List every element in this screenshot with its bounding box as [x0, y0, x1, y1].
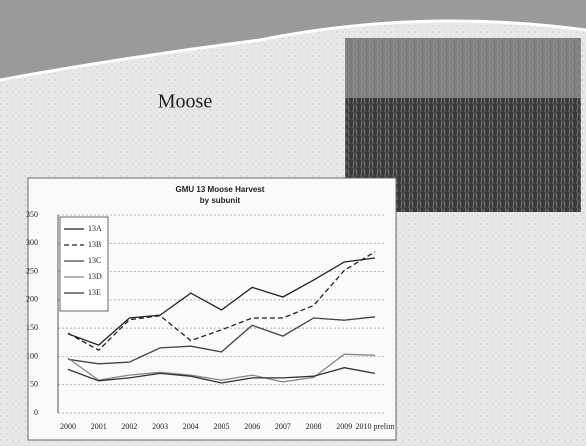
- y-tick-label: 300: [26, 238, 38, 247]
- y-tick-label: 50: [30, 380, 38, 389]
- legend-label: 13B: [88, 240, 101, 249]
- chart-title: GMU 13 Moose Harvest: [176, 185, 265, 194]
- x-tick-label: 2007: [275, 422, 291, 431]
- slide: Moose GMU 13 Moose Harvest by subunit 0 50 1…: [0, 0, 586, 446]
- page: Moose GMU 13 Moose Harvest by subunit 0 50 1…: [0, 0, 586, 446]
- legend-label: 13E: [88, 288, 101, 297]
- x-tick-label: 2006: [244, 422, 260, 431]
- legend-label: 13A: [88, 224, 102, 233]
- legend-label: 13C: [88, 256, 101, 265]
- slide-title: Moose: [158, 91, 213, 113]
- y-tick-label: 200: [26, 295, 38, 304]
- x-tick-label: 2009: [336, 422, 352, 431]
- x-tick-label: 2010 prelim: [356, 422, 396, 431]
- x-tick-label: 2008: [306, 422, 322, 431]
- y-tick-label: 100: [26, 351, 38, 360]
- photo-sky: [345, 38, 581, 98]
- x-tick-label: 2005: [214, 422, 230, 431]
- x-tick-label: 2004: [183, 422, 199, 431]
- y-tick-label: 250: [26, 266, 38, 275]
- x-tick-label: 2001: [91, 422, 107, 431]
- y-tick-label: 0: [34, 408, 38, 417]
- y-tick-label: 350: [26, 210, 38, 219]
- legend-label: 13D: [88, 272, 102, 281]
- x-tick-label: 2003: [152, 422, 168, 431]
- y-tick-label: 150: [26, 323, 38, 332]
- x-tick-label: 2000: [60, 422, 76, 431]
- x-tick-label: 2002: [121, 422, 137, 431]
- chart-title: by subunit: [200, 196, 241, 205]
